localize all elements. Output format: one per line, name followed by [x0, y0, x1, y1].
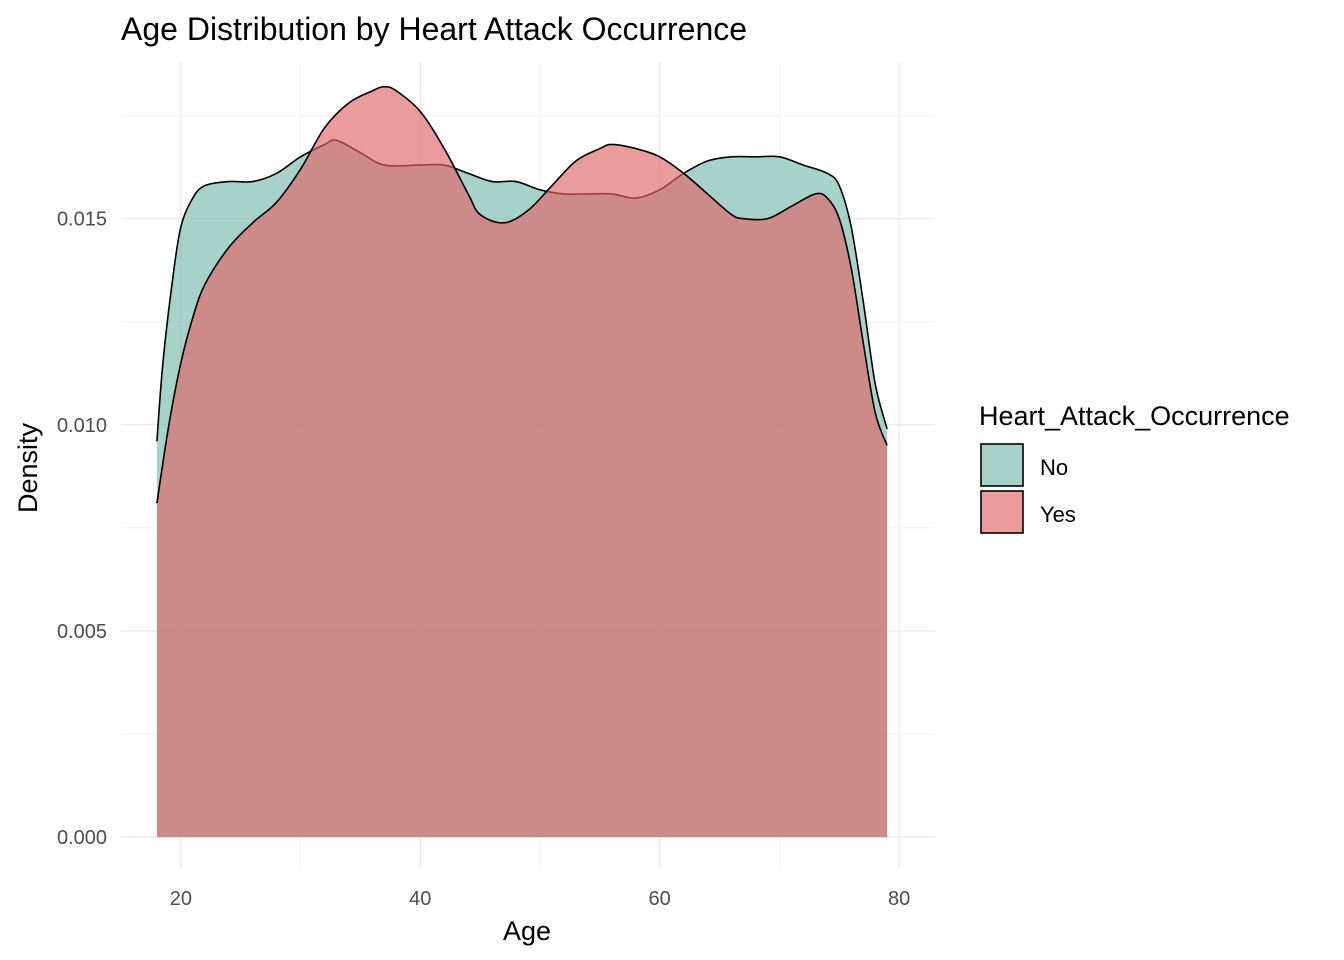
- x-tick-label: 40: [409, 888, 431, 910]
- chart-title: Age Distribution by Heart Attack Occurre…: [121, 11, 747, 47]
- y-axis-title: Density: [13, 422, 43, 513]
- x-tick-label: 60: [649, 888, 671, 910]
- y-tick-label: 0.005: [57, 621, 107, 643]
- legend-label-no: No: [1040, 455, 1068, 480]
- y-axis-ticks: 0.000 0.005 0.010 0.015: [57, 209, 107, 849]
- legend-swatch-no: [980, 443, 1024, 487]
- y-tick-label: 0.000: [57, 827, 107, 849]
- x-axis-title: Age: [503, 916, 551, 946]
- y-tick-label: 0.010: [57, 415, 107, 437]
- legend-title: Heart_Attack_Occurrence: [979, 401, 1290, 431]
- density-outline-yes: [156, 85, 888, 504]
- legend: Heart_Attack_Occurrence No Yes: [979, 401, 1290, 534]
- x-tick-label: 20: [170, 888, 192, 910]
- density-area-yes: [156, 86, 888, 838]
- x-axis-ticks: 20 40 60 80: [170, 888, 910, 910]
- legend-swatch-yes: [980, 490, 1024, 534]
- density-outline-no: [156, 139, 888, 442]
- density-areas: [156, 85, 888, 838]
- y-tick-label: 0.015: [57, 209, 107, 231]
- legend-label-yes: Yes: [1040, 502, 1076, 527]
- x-tick-label: 80: [888, 888, 910, 910]
